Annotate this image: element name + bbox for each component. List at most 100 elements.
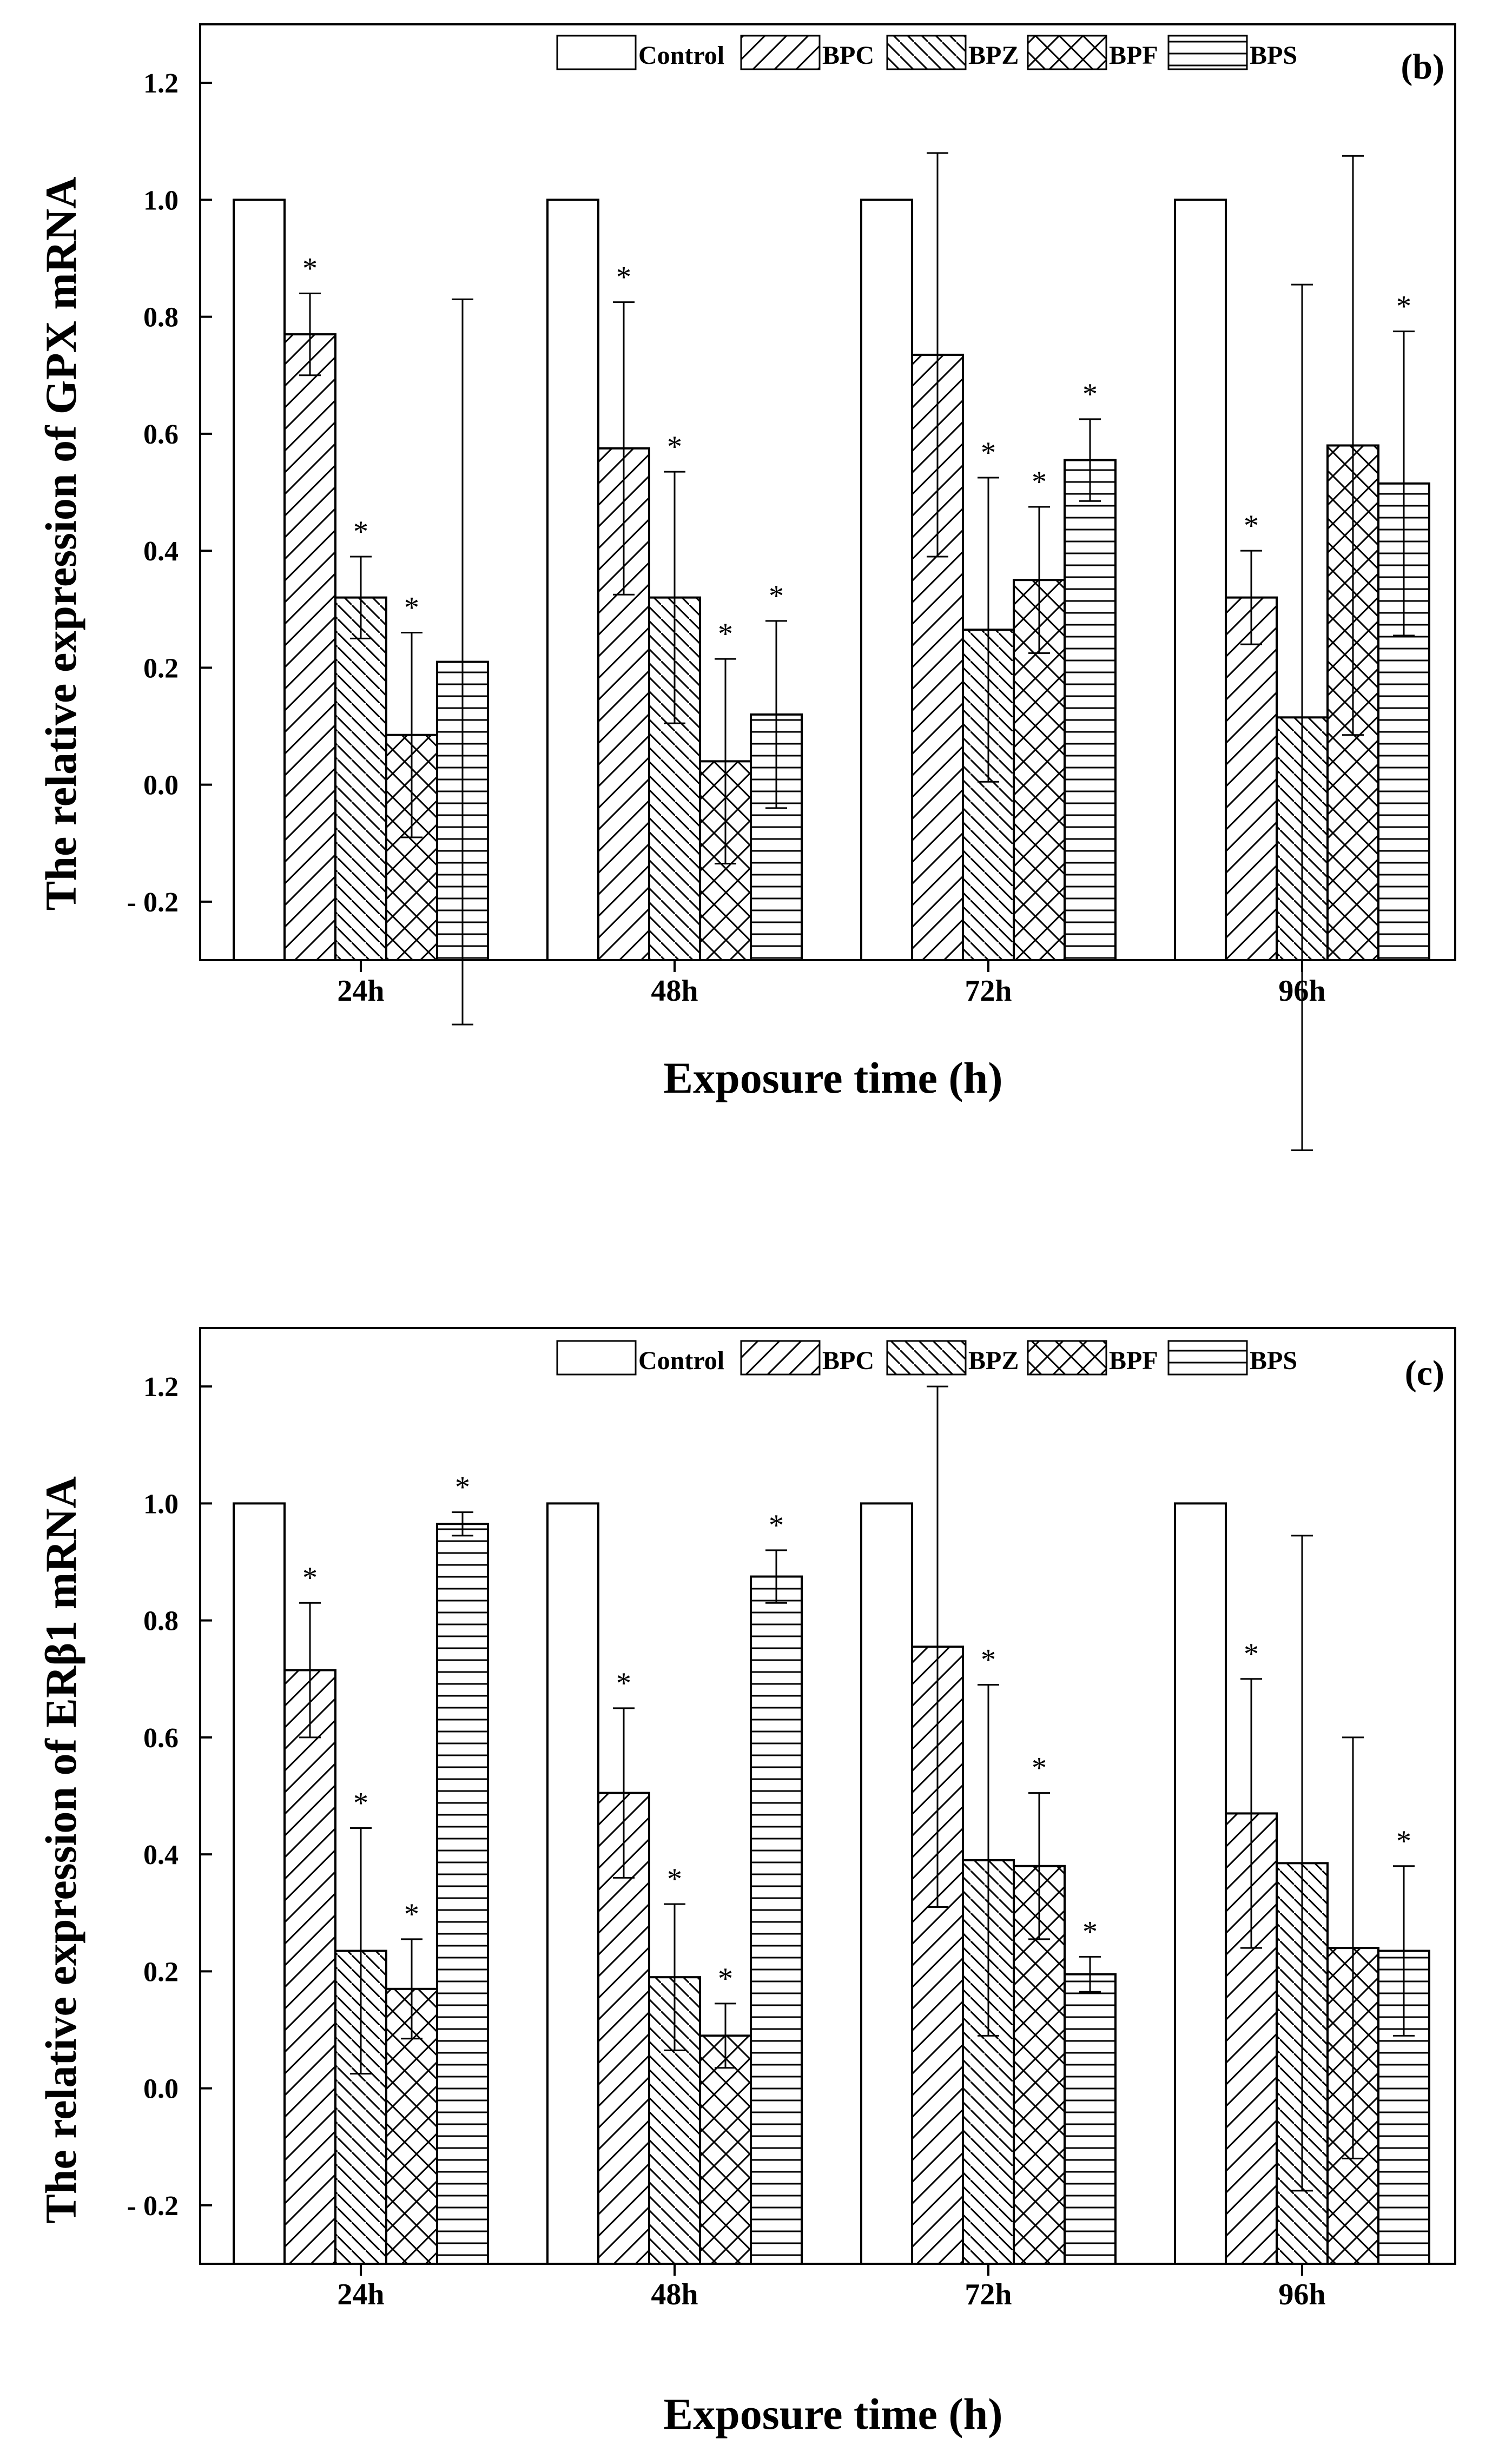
y-axis-label: The relative expression of GPX mRNA [36,177,85,911]
bar-bps-72h [1064,459,1117,961]
legend-swatch-bpc [740,1340,821,1376]
significance-marker: * [718,617,733,651]
legend-label-control: Control [638,1346,724,1375]
bar-bpf-48h [699,2034,752,2265]
legend-swatch-bpf [1027,35,1107,70]
y-tick-label: 1.0 [143,1489,179,1519]
x-tick-label: 48h [651,974,698,1008]
bar-bpc-96h [1225,596,1278,961]
gpx-chart-panel: The relative expression of GPX mRNA Expo… [36,23,1456,1151]
y-tick-label: 0.6 [143,1723,179,1754]
bar-control-48h [546,199,599,961]
y-tick-label: 1.2 [143,68,179,99]
x-tick-label: 72h [965,2278,1012,2311]
bar-bps-48h [750,1575,803,2265]
x-tick-label: 96h [1278,2278,1325,2311]
bar-control-48h [546,1502,599,2265]
legend-swatch-bpz [886,1340,967,1376]
y-tick-label: - 0.2 [127,2191,179,2222]
y-tick-label: 0.6 [143,419,179,450]
bar-bpz-24h [334,596,387,961]
significance-marker: * [1244,509,1259,543]
y-tick-label: 0.4 [143,1840,179,1871]
legend-label-bpf: BPF [1109,41,1158,70]
y-tick-label: 0.2 [143,1957,179,1987]
significance-marker: * [981,436,996,470]
legend-label-bpz: BPZ [968,1346,1019,1375]
bars: * * * * * * * * * * * * [233,152,1430,1151]
bar-control-96h [1174,1502,1227,2265]
plot-frame [199,23,1456,961]
y-tick-label: 0.8 [143,1606,179,1637]
y-tick-label: 0.4 [143,536,179,567]
panel-label: (c) [1405,1353,1444,1393]
bar-control-72h [860,1502,913,2265]
significance-marker: * [353,1786,368,1820]
bar-bpz-72h [962,629,1015,961]
legend: Control BPC BPZ BPF BPS [556,35,1297,70]
erb1-chart-panel: The relative expression of ERβ1 mRNA Exp… [36,1327,1456,2439]
legend-swatch-bpf [1027,1340,1107,1376]
significance-marker: * [667,430,682,464]
legend-swatch-control [556,35,637,70]
y-tick-label: 0.8 [143,302,179,333]
significance-marker: * [404,591,419,625]
legend-label-control: Control [638,41,724,70]
plot-frame [199,1327,1456,2265]
legend-swatch-bps [1167,1340,1248,1376]
y-tick-label: - 0.2 [127,887,179,918]
significance-marker: * [981,1643,996,1677]
x-tick-label: 24h [337,974,384,1008]
legend-swatch-bps [1167,35,1248,70]
panel-label: (b) [1401,47,1444,87]
significance-marker: * [353,515,368,549]
x-tick-label: 48h [651,2278,698,2311]
y-tick-label: 0.2 [143,653,179,684]
y-tick-label: 1.0 [143,185,179,216]
legend-swatch-bpz [886,35,967,70]
legend: Control BPC BPZ BPF BPS [556,1340,1297,1376]
y-tick-label: 1.2 [143,1372,179,1403]
y-axis-label: The relative expression of ERβ1 mRNA [36,1476,85,2224]
x-tick-label: 72h [965,974,1012,1008]
x-axis-label: Exposure time (h) [663,1053,1002,1102]
bar-bps-24h [436,1523,489,2265]
legend-swatch-bpc [740,35,821,70]
significance-marker: * [1082,378,1098,411]
significance-marker: * [769,579,784,613]
significance-marker: * [718,1962,733,1995]
significance-marker: * [1396,1825,1411,1858]
legend-label-bps: BPS [1250,41,1297,70]
bar-bpc-24h [283,1669,336,2265]
significance-marker: * [769,1509,784,1542]
legend-label-bpf: BPF [1109,1346,1158,1375]
significance-marker: * [1082,1915,1098,1948]
legend-label-bps: BPS [1250,1346,1297,1375]
significance-marker: * [1244,1637,1259,1671]
x-axis-label: Exposure time (h) [663,2389,1002,2439]
y-tick-label: 0.0 [143,2074,179,2105]
bar-bps-72h [1064,1973,1117,2265]
legend-label-bpz: BPZ [968,41,1019,70]
bars: * * * * * * * * * * * * * [233,1385,1430,2265]
x-tick-label: 24h [337,2278,384,2311]
significance-marker: * [616,261,631,294]
bar-control-24h [233,199,286,961]
axes: - 0.2 0.0 0.2 0.4 0.6 0.8 1.0 1.2 24h 48h 72h 96h [127,1327,1456,2311]
bar-control-24h [233,1502,286,2265]
significance-marker: * [616,1667,631,1700]
bar-bpc-24h [283,333,336,961]
legend-swatch-control [556,1340,637,1376]
bar-control-72h [860,199,913,961]
significance-marker: * [302,252,318,285]
bar-control-96h [1174,199,1227,961]
significance-marker: * [404,1898,419,1931]
legend-label-bpc: BPC [822,41,874,70]
significance-marker: * [1032,465,1047,499]
significance-marker: * [455,1471,470,1504]
significance-marker: * [667,1862,682,1896]
significance-marker: * [302,1561,318,1595]
y-tick-label: 0.0 [143,770,179,801]
